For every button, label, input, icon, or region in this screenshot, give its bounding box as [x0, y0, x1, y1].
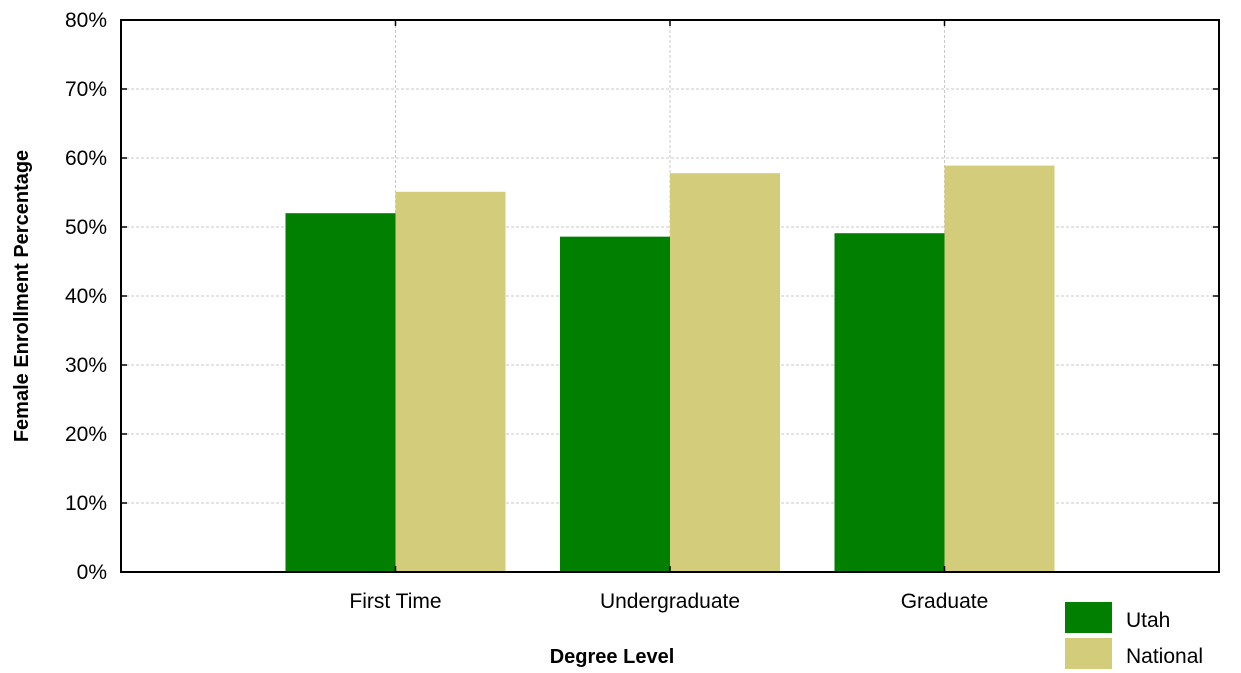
legend-label-national: National: [1126, 645, 1203, 668]
y-tick-label: 0%: [77, 561, 107, 584]
bar-national-graduate: [944, 165, 1055, 572]
axis-ticks: [121, 19, 1219, 573]
x-tick-label: Undergraduate: [600, 590, 740, 613]
bar-national-first-time: [395, 191, 506, 572]
x-tick-labels: First Time Undergraduate Graduate: [349, 590, 988, 613]
y-tick-label: 40%: [65, 285, 107, 308]
legend-swatch-national: [1065, 638, 1112, 669]
legend-label-utah: Utah: [1126, 609, 1170, 632]
bars: [285, 165, 1055, 572]
y-tick-label: 70%: [65, 78, 107, 101]
y-tick-labels: 0% 10% 20% 30% 40% 50% 60% 70% 80%: [65, 9, 107, 584]
x-tick-label: Graduate: [901, 590, 989, 613]
legend: Utah National: [1065, 602, 1203, 669]
y-tick-label: 10%: [65, 492, 107, 515]
bar-utah-graduate: [834, 233, 945, 572]
y-tick-label: 50%: [65, 216, 107, 239]
y-tick-label: 20%: [65, 423, 107, 446]
bar-national-undergraduate: [670, 173, 780, 572]
x-tick-label: First Time: [349, 590, 441, 613]
x-axis-title: Degree Level: [550, 646, 675, 668]
y-tick-label: 60%: [65, 147, 107, 170]
y-tick-label: 30%: [65, 354, 107, 377]
bar-utah-first-time: [285, 213, 396, 572]
y-axis-title: Female Enrollment Percentage: [11, 150, 33, 442]
bar-utah-undergraduate: [560, 236, 670, 572]
legend-swatch-utah: [1065, 602, 1112, 633]
y-tick-label: 80%: [65, 9, 107, 32]
